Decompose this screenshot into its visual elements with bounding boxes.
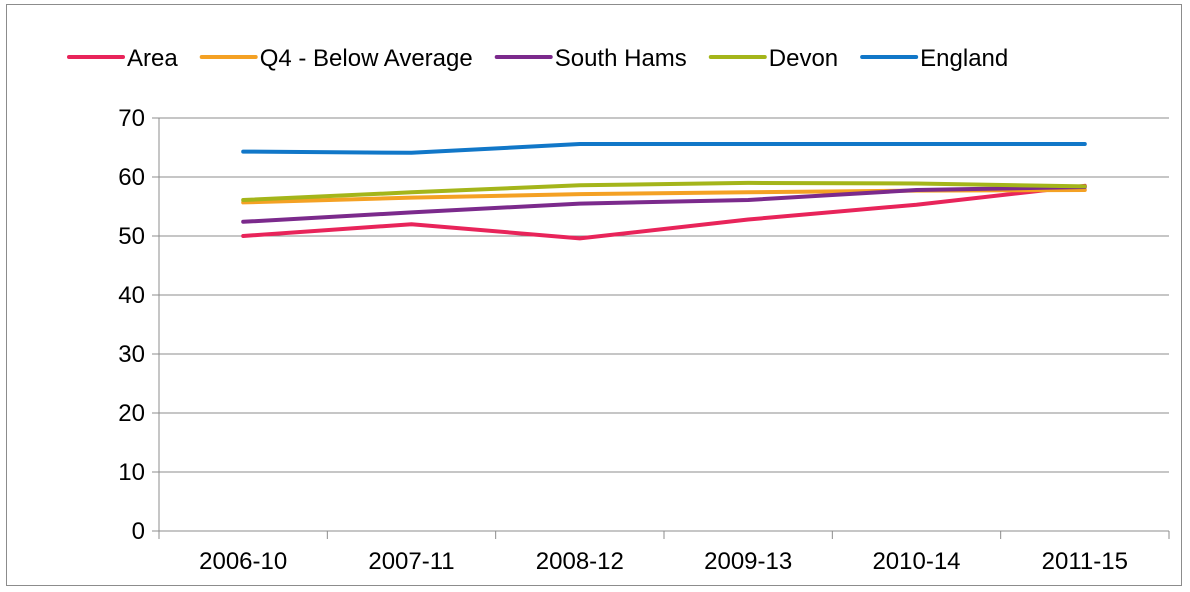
y-tick-label: 60 <box>118 164 145 191</box>
x-tick-label: 2008-12 <box>536 548 624 575</box>
x-axis-ticks: 2006-10 2007-11 2008-12 2009-13 2010-14 2011-… <box>158 531 1170 575</box>
gridlines <box>159 117 1169 473</box>
legend-label: Devon <box>769 45 838 72</box>
y-tick-label: 50 <box>118 223 145 250</box>
series-line-area <box>241 183 1087 241</box>
legend-item: Devon <box>708 45 838 72</box>
legend: Area Q4 - Below Average South Hams Devon Eng… <box>67 45 1008 72</box>
y-axis-ticks: 0 10 20 30 40 50 60 70 <box>118 105 159 545</box>
x-tick-label: 2011-15 <box>1042 548 1128 575</box>
y-tick-label: 40 <box>118 282 145 309</box>
legend-label: England <box>920 45 1008 72</box>
y-tick-label: 30 <box>118 341 145 368</box>
y-tick-label: 0 <box>132 518 145 545</box>
chart-frame: Area Q4 - Below Average South Hams Devon Eng… <box>6 4 1182 586</box>
x-tick-label: 2006-10 <box>199 548 287 575</box>
series-line-south-hams <box>241 185 1087 224</box>
y-tick-label: 10 <box>118 459 145 486</box>
axes <box>158 118 1169 532</box>
series-lines <box>241 142 1087 241</box>
legend-item: England <box>860 45 1008 72</box>
series-line-devon <box>241 180 1087 202</box>
legend-item: Area <box>67 45 178 72</box>
legend-label: South Hams <box>555 45 687 72</box>
x-tick-label: 2007-11 <box>368 548 454 575</box>
legend-label: Area <box>127 45 178 72</box>
legend-item: South Hams <box>494 45 687 72</box>
series-line-england <box>241 142 1087 155</box>
legend-label: Q4 - Below Average <box>260 45 473 72</box>
legend-item: Q4 - Below Average <box>199 45 473 72</box>
y-tick-label: 70 <box>118 105 145 132</box>
line-chart: Area Q4 - Below Average South Hams Devon Eng… <box>67 45 1170 575</box>
y-tick-label: 20 <box>118 400 145 427</box>
x-tick-label: 2010-14 <box>872 548 960 575</box>
x-tick-label: 2009-13 <box>704 548 792 575</box>
